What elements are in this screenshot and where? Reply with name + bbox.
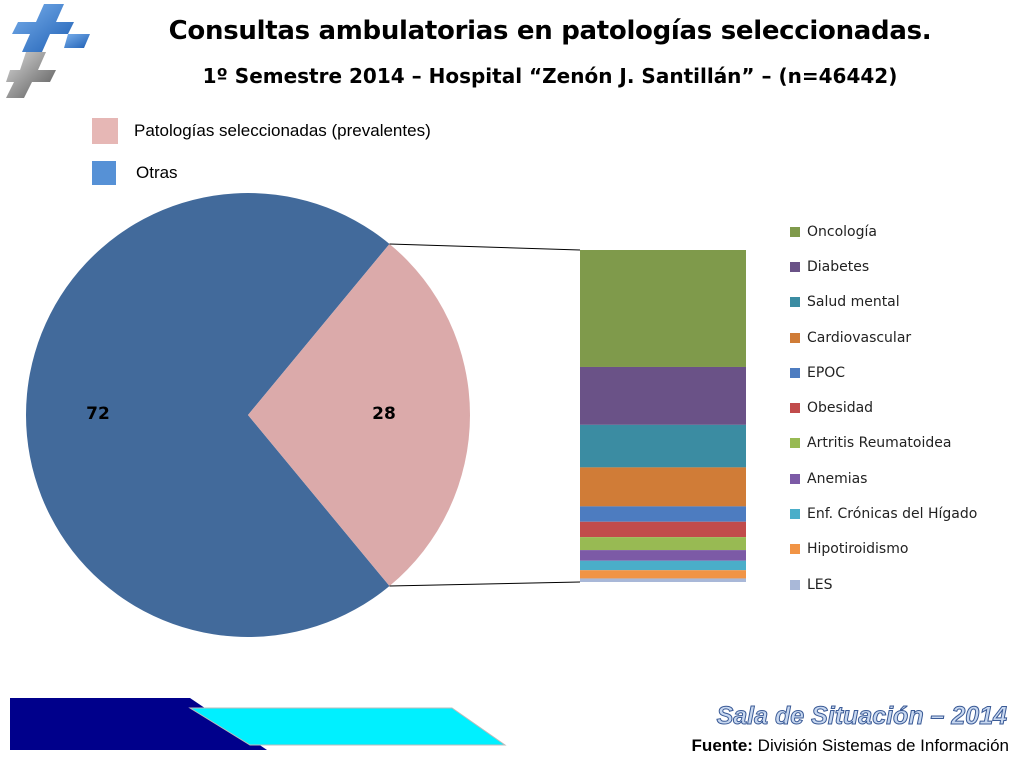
legend-label: Patologías seleccionadas (prevalentes) (134, 121, 431, 140)
legend-swatch (790, 332, 800, 343)
bar-legend-item: Artritis Reumatoidea (790, 426, 977, 461)
legend-label: Oncología (807, 223, 877, 240)
connector-line-bottom (389, 581, 581, 587)
pie-slice-prevalentes (248, 243, 470, 587)
legend-label: Artritis Reumatoidea (807, 435, 952, 452)
legend-label: Salud mental (807, 294, 900, 311)
pie-label-prevalentes: 28 (372, 404, 396, 424)
connector-line-top (389, 243, 581, 251)
legend-swatch (790, 297, 800, 308)
bar-legend-item: Cardiovascular (790, 320, 977, 355)
bar-segment-7 (580, 550, 746, 561)
legend-swatch (92, 118, 118, 144)
bar-legend: Oncología Diabetes Salud mental Cardiovascu… (790, 214, 977, 602)
bar-segment-9 (580, 570, 746, 579)
bar-legend-item: Diabetes (790, 249, 977, 284)
legend-label: Cardiovascular (807, 329, 912, 346)
bar-segment-10 (580, 578, 746, 582)
main-legend: Patologías seleccionadas (prevalentes) O… (92, 116, 431, 200)
footer-title: Sala de Situación – 2014 (716, 702, 1007, 731)
bar-legend-item: Anemias (790, 461, 977, 496)
bar-segment-0 (580, 250, 746, 367)
bar-segment-6 (580, 537, 746, 551)
legend-label: Anemias (807, 470, 868, 487)
bar-segment-2 (580, 424, 746, 468)
footer-banner (10, 698, 507, 750)
bar-legend-item: LES (790, 567, 977, 602)
source-label: Fuente: (691, 736, 753, 755)
legend-swatch (790, 544, 800, 555)
bar-segment-1 (580, 366, 746, 425)
legend-label: Diabetes (807, 258, 870, 275)
legend-swatch (790, 403, 800, 414)
legend-swatch (790, 509, 800, 520)
legend-swatch (790, 367, 800, 378)
legend-swatch (790, 438, 800, 449)
bar-legend-item: EPOC (790, 355, 977, 390)
bar-segment-4 (580, 506, 746, 522)
cross-plus-logo-icon (6, 4, 90, 98)
bar-segment-5 (580, 521, 746, 538)
legend-label: Enf. Crónicas del Hígado (807, 506, 978, 523)
legend-label: EPOC (807, 364, 846, 381)
legend-swatch (790, 226, 800, 237)
legend-item-prevalentes: Patologías seleccionadas (prevalentes) (92, 116, 431, 146)
legend-label: LES (807, 576, 833, 593)
bar-legend-item: Hipotiroidismo (790, 532, 977, 567)
legend-swatch (790, 261, 800, 272)
bar-segment-3 (580, 467, 746, 507)
legend-label: Obesidad (807, 400, 874, 417)
bar-legend-item: Obesidad (790, 390, 977, 425)
bar-legend-item: Oncología (790, 214, 977, 249)
legend-swatch (790, 579, 800, 590)
legend-label: Hipotiroidismo (807, 541, 909, 558)
legend-swatch (92, 161, 116, 185)
legend-item-otras: Otras (92, 158, 431, 188)
legend-swatch (790, 473, 800, 484)
bar-segment-8 (580, 560, 746, 571)
bar-legend-item: Enf. Crónicas del Hígado (790, 496, 977, 531)
page-subtitle: 1º Semestre 2014 – Hospital “Zenón J. Sa… (202, 64, 898, 88)
page-title: Consultas ambulatorias en patologías sel… (168, 16, 932, 46)
footer-source: Fuente: División Sistemas de Información (692, 736, 1009, 756)
pie-slice-otras (26, 193, 390, 638)
bar-legend-item: Salud mental (790, 285, 977, 320)
legend-label: Otras (136, 163, 178, 182)
source-value: División Sistemas de Información (757, 736, 1009, 755)
pie-label-otras: 72 (86, 404, 110, 424)
